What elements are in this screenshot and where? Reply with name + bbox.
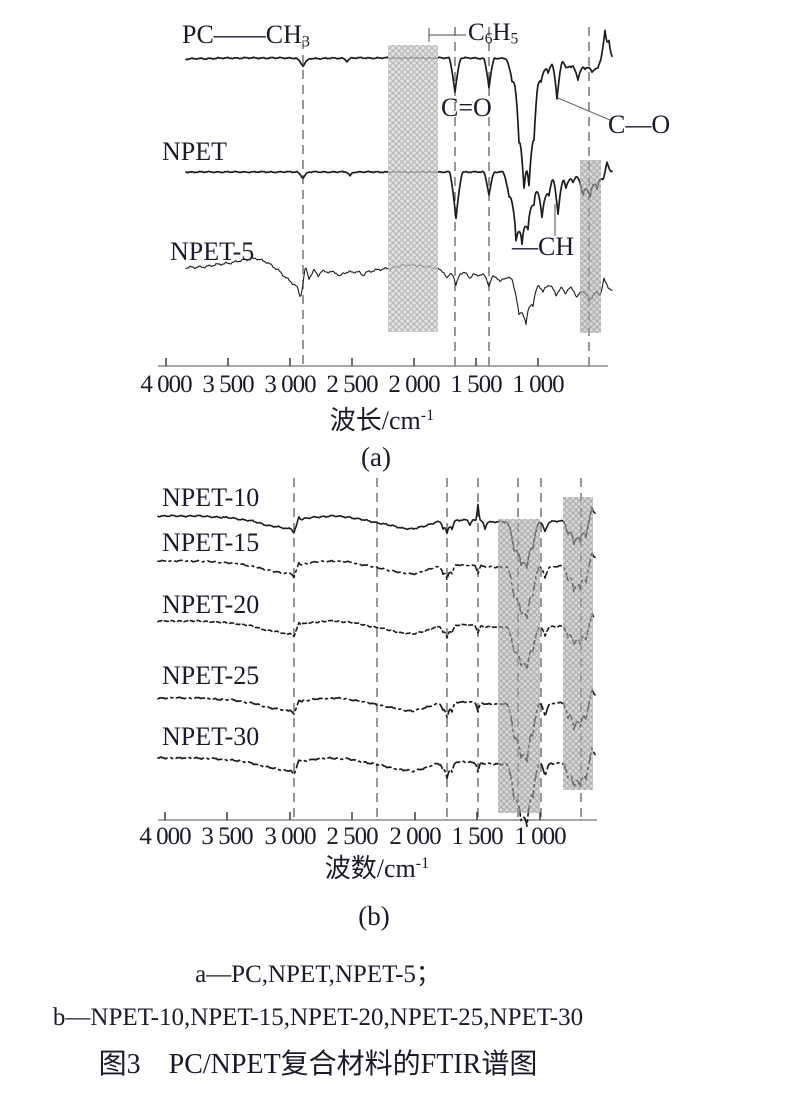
- annotation-c6h5: C6H5: [468, 19, 519, 48]
- x-axis-label-b: 波数/cm-1: [324, 854, 430, 883]
- x-tick-label-a-6: 1 000: [512, 371, 564, 398]
- series-label-npet-10: NPET-10: [162, 483, 260, 512]
- panel-label-b: (b): [358, 901, 390, 931]
- annotation-c-single-bond-o: C—O: [608, 110, 671, 139]
- series-label-npet: NPET: [162, 137, 227, 166]
- x-tick-label-a-2: 3 000: [264, 371, 316, 398]
- caption-series-b: b—NPET-10,NPET-15,NPET-20,NPET-25,NPET-3…: [52, 1004, 584, 1031]
- x-tick-label-b-2: 3 000: [264, 823, 316, 850]
- x-tick-label-a-0: 4 000: [140, 371, 192, 398]
- series-label-npet-30: NPET-30: [162, 722, 260, 751]
- series-label-pc: PC——CH3: [182, 20, 310, 51]
- x-tick-label-a-5: 1 500: [450, 371, 502, 398]
- x-tick-label-b-1: 3 500: [201, 823, 253, 850]
- annotation-c-double-bond-o: C=O: [441, 93, 492, 122]
- highlight-band-b-1: [498, 519, 540, 813]
- spectrum-curve-npet-30: [157, 747, 596, 828]
- x-tick-label-b-4: 2 000: [389, 823, 441, 850]
- panel-label-a: (a): [361, 442, 391, 472]
- x-tick-label-a-1: 3 500: [202, 371, 254, 398]
- x-tick-label-b-0: 4 000: [139, 823, 191, 850]
- x-tick-label-b-3: 2 500: [326, 823, 378, 850]
- series-label-npet-25: NPET-25: [162, 661, 260, 690]
- x-axis-label-a: 波长/cm-1: [329, 406, 435, 435]
- pointer-line-a-2: [557, 97, 611, 121]
- highlight-band-a-1: [388, 45, 438, 332]
- series-label-npet-20: NPET-20: [162, 590, 260, 619]
- highlight-band-b-2: [563, 497, 593, 790]
- x-tick-label-b-5: 1 500: [451, 823, 503, 850]
- figure-caption-title: 图3 PC/NPET复合材料的FTIR谱图: [98, 1049, 538, 1080]
- series-label-npet-15: NPET-15: [162, 528, 260, 557]
- x-tick-label-a-3: 2 500: [326, 371, 378, 398]
- x-tick-label-a-4: 2 000: [388, 371, 440, 398]
- caption-series-a: a—PC,NPET,NPET-5；: [195, 961, 441, 988]
- highlight-band-a-2: [580, 160, 601, 333]
- x-tick-label-b-6: 1 000: [514, 823, 566, 850]
- annotation-ch: —CH: [512, 232, 575, 261]
- series-label-npet-5: NPET-5: [170, 237, 255, 266]
